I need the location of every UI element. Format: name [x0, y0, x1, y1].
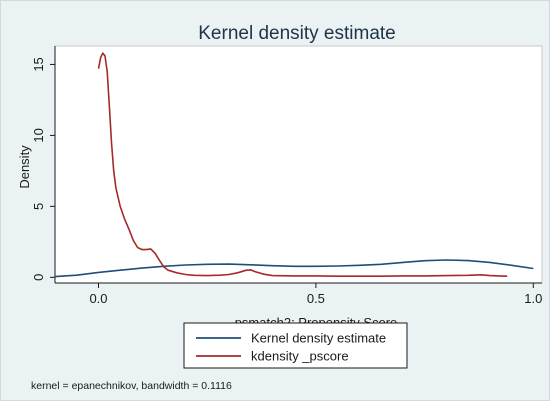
series-line-2	[97, 52, 508, 277]
x-tick-label: 0.0	[89, 291, 107, 306]
legend-box	[183, 322, 408, 369]
x-tick-label: 1.0	[524, 291, 542, 306]
y-axis-title: Density	[17, 145, 32, 189]
series-layer	[54, 52, 534, 278]
plot-area	[54, 45, 543, 284]
legend: Kernel density estimate kdensity _pscore	[183, 322, 408, 369]
y-axis: 0 5 10 15	[31, 46, 56, 283]
x-axis: 0.0 0.5 1.0	[55, 282, 542, 306]
y-tick-label: 0	[31, 274, 46, 281]
kernel-note: kernel = epanechnikov, bandwidth = 0.111…	[31, 380, 232, 392]
chart-title: Kernel density estimate	[198, 23, 396, 44]
x-tick-label: 0.5	[307, 291, 325, 306]
y-tick-label: 5	[31, 203, 46, 210]
series-line-1	[54, 259, 534, 278]
y-tick-label: 10	[31, 128, 46, 142]
legend-label-2: kdensity _pscore	[251, 349, 349, 364]
y-tick-label: 15	[31, 57, 46, 71]
legend-label-1: Kernel density estimate	[251, 331, 386, 346]
